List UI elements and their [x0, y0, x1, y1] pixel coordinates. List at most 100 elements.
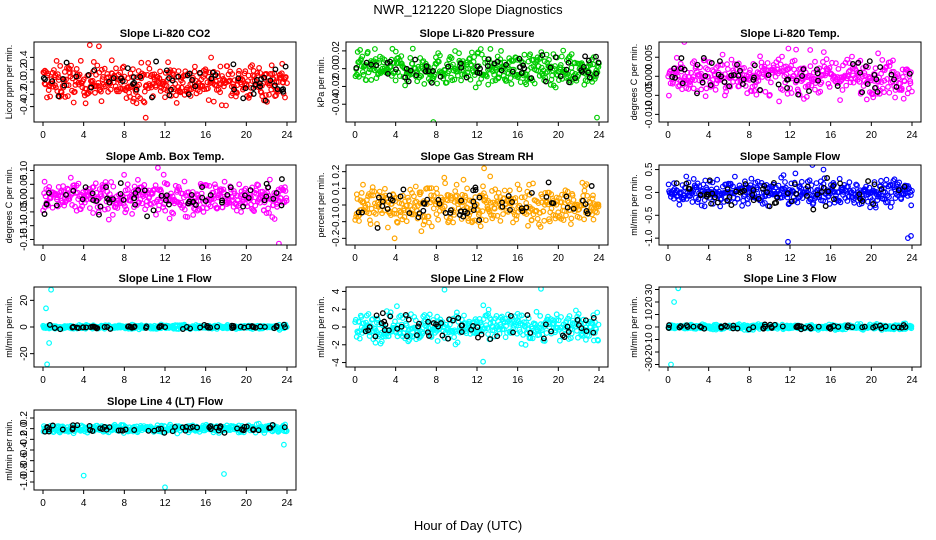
data-point [454, 339, 461, 346]
reference-point [402, 74, 409, 81]
data-point [595, 321, 602, 328]
reference-point [528, 189, 535, 196]
reference-point [104, 324, 111, 330]
data-point [775, 56, 782, 63]
data-points [665, 165, 915, 245]
data-point [411, 193, 417, 200]
x-tick-label: 12 [159, 375, 171, 386]
reference-point [557, 73, 564, 80]
data-point [486, 208, 493, 215]
data-point [477, 46, 484, 52]
data-point [507, 187, 513, 194]
data-point [364, 49, 371, 55]
data-point [498, 48, 504, 54]
data-point [58, 89, 65, 96]
data-point [211, 181, 218, 188]
data-point [476, 80, 482, 86]
y-tick-label: 0.0 [331, 198, 342, 212]
reference-point [878, 325, 885, 332]
reference-point [570, 205, 577, 212]
data-point [821, 175, 828, 182]
data-point [589, 195, 596, 202]
data-point [138, 59, 145, 66]
data-point [462, 194, 469, 201]
data-point [368, 76, 375, 83]
data-point [173, 99, 180, 106]
data-point [392, 48, 399, 55]
reference-point [806, 88, 812, 95]
outlier-point [538, 287, 544, 292]
reference-point [162, 324, 169, 331]
data-point [280, 79, 287, 86]
data-point [131, 183, 138, 190]
reference-point [166, 75, 172, 82]
reference-point [199, 184, 206, 191]
y-tick-label: 0.000 [644, 63, 655, 88]
data-point [184, 214, 191, 220]
data-point [73, 65, 80, 72]
data-point [253, 190, 260, 197]
y-tick-label: -1.0 [644, 229, 655, 247]
reference-point [474, 63, 481, 70]
reference-point [707, 82, 714, 89]
reference-point [814, 70, 821, 77]
data-point [47, 195, 54, 202]
reference-point [90, 323, 97, 330]
reference-point [672, 74, 679, 81]
data-point [788, 180, 795, 187]
reference-point [70, 187, 77, 194]
data-point [590, 192, 596, 199]
x-tick-label: 4 [706, 253, 712, 264]
reference-point [871, 181, 878, 188]
reference-point [822, 203, 829, 210]
data-point [283, 195, 290, 201]
data-point [833, 60, 839, 67]
data-point [761, 63, 768, 70]
reference-point [189, 77, 196, 84]
data-point [556, 212, 563, 219]
y-tick-label: 2 [331, 306, 342, 312]
data-point [223, 102, 229, 109]
x-tick-label: 24 [281, 375, 293, 386]
data-point [450, 219, 457, 226]
reference-point [379, 310, 386, 317]
reference-point [724, 197, 731, 204]
x-tick-label: 12 [471, 130, 483, 141]
reference-point [415, 323, 422, 330]
data-point [594, 309, 601, 316]
x-tick-label: 20 [553, 253, 565, 264]
reference-point [374, 224, 381, 231]
reference-point [578, 325, 585, 332]
reference-point [545, 179, 552, 186]
reference-point [184, 72, 191, 79]
reference-point [856, 191, 863, 198]
reference-point [101, 324, 108, 330]
reference-point [527, 329, 534, 336]
reference-point [424, 329, 431, 336]
reference-point [516, 55, 523, 62]
data-point [418, 189, 424, 196]
reference-point [671, 65, 678, 72]
reference-point [455, 315, 462, 321]
reference-point [494, 58, 501, 65]
data-point [110, 183, 117, 190]
reference-point [730, 325, 737, 332]
data-point [461, 312, 467, 319]
data-point [535, 200, 542, 207]
reference-point [509, 199, 516, 205]
data-point [745, 200, 751, 207]
data-point [523, 199, 530, 206]
reference-point [384, 205, 391, 212]
x-tick-label: 16 [512, 253, 524, 264]
reference-point [751, 74, 757, 81]
reference-point [205, 324, 211, 331]
data-point [765, 74, 771, 81]
data-point [482, 325, 488, 332]
data-point [94, 62, 101, 69]
reference-point [891, 76, 897, 83]
data-point [856, 78, 863, 85]
y-tick-label: -0.2 [331, 229, 342, 247]
data-point [94, 204, 101, 211]
data-point [702, 93, 709, 100]
